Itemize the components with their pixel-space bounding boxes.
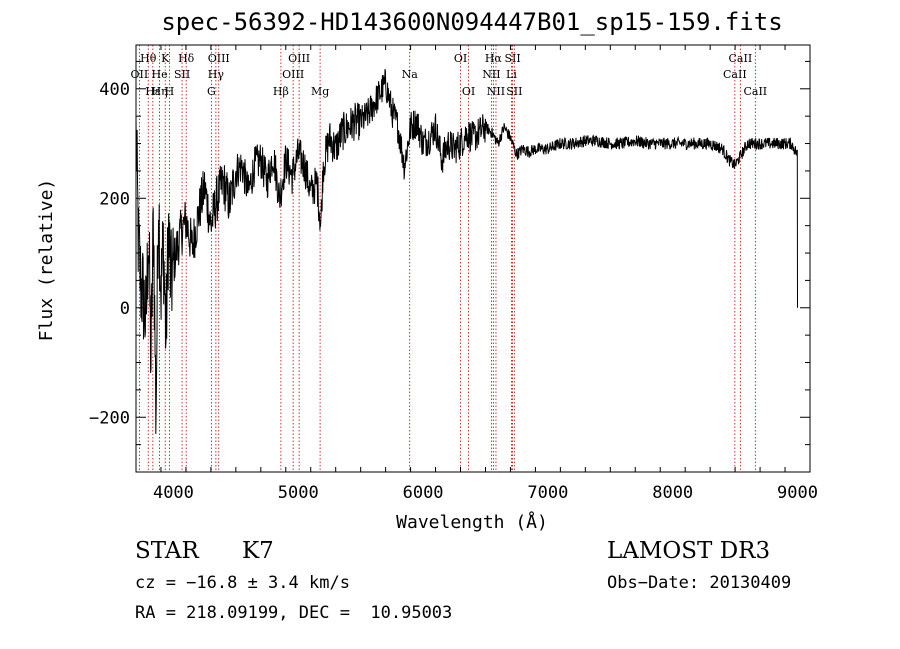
x-tick-label: 8000	[652, 483, 693, 503]
object-class: STAR	[135, 538, 199, 564]
line-label: G	[207, 85, 216, 98]
y-axis: −200 0 200 400	[89, 60, 810, 473]
x-axis: 4000 5000 6000 7000 8000 9000	[135, 45, 818, 503]
line-label: Hβ	[273, 85, 289, 98]
line-label: Li	[506, 68, 517, 81]
line-label: Mg	[311, 85, 329, 98]
line-label: NII	[487, 85, 505, 98]
x-tick-label: 9000	[777, 483, 818, 503]
line-label: OIII	[288, 52, 310, 65]
y-tick-label: 0	[120, 299, 130, 319]
line-label: OIII	[208, 52, 230, 65]
line-label: SII	[174, 68, 190, 81]
line-label: CaII	[743, 85, 767, 98]
line-label: K	[161, 52, 170, 65]
line-label: Hη	[151, 85, 167, 98]
line-label: Hα	[485, 52, 503, 65]
object-subclass: K7	[242, 538, 274, 564]
line-label: Hγ	[208, 68, 225, 81]
coordinates-text: RA = 218.09199, DEC = 10.95003	[135, 603, 453, 623]
x-tick-label: 7000	[527, 483, 568, 503]
line-label: OIII	[282, 68, 304, 81]
obs-date-text: Obs−Date: 20130409	[607, 573, 792, 593]
line-label: OII	[131, 68, 149, 81]
line-label: OI	[454, 52, 467, 65]
y-tick-label: 400	[99, 80, 130, 100]
line-label: Hε	[145, 85, 161, 98]
line-label: He	[152, 68, 168, 81]
y-tick-label: 200	[99, 189, 130, 209]
y-tick-label: −200	[89, 408, 130, 428]
line-label: SII	[504, 52, 520, 65]
x-tick-label: 6000	[403, 483, 444, 503]
x-tick-label: 4000	[153, 483, 194, 503]
line-label: Hδ	[178, 52, 195, 65]
y-axis-label: Flux (relative)	[36, 179, 57, 342]
x-axis-label: Wavelength (Å)	[396, 511, 548, 533]
chart-title: spec-56392-HD143600N094447B01_sp15-159.f…	[161, 8, 782, 36]
line-label: CaII	[729, 52, 753, 65]
plot-frame	[135, 44, 811, 473]
line-label: CaII	[723, 68, 747, 81]
line-label: Hθ	[140, 52, 157, 65]
line-label: Na	[402, 68, 419, 81]
line-markers	[138, 45, 756, 472]
x-tick-label: 5000	[278, 483, 319, 503]
line-label: OI	[462, 85, 475, 98]
line-label: SII	[506, 85, 522, 98]
spectrum-line	[135, 69, 798, 435]
redshift-text: cz = −16.8 ± 3.4 km/s	[135, 573, 350, 593]
survey-label: LAMOST DR3	[607, 538, 771, 564]
line-label: NII	[482, 68, 500, 81]
line-label: H	[165, 85, 175, 98]
